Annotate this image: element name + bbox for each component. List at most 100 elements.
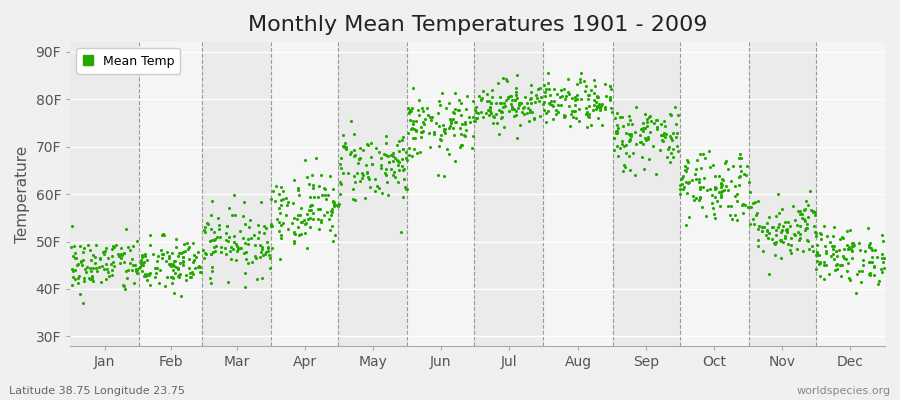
Point	[165, 274, 179, 280]
Point	[798, 198, 813, 204]
Point	[776, 238, 790, 245]
Point	[338, 142, 352, 149]
Point	[663, 133, 678, 140]
Point	[454, 142, 469, 148]
Point	[135, 260, 149, 266]
Point	[112, 253, 126, 260]
Point	[319, 196, 333, 202]
Point	[724, 178, 738, 184]
Point	[398, 184, 412, 190]
Point	[659, 130, 673, 137]
Point	[628, 128, 643, 135]
Point	[623, 135, 637, 142]
Point	[242, 224, 256, 230]
Point	[737, 171, 751, 177]
Point	[407, 126, 421, 132]
Point	[598, 104, 612, 110]
Point	[382, 159, 396, 166]
Point	[689, 176, 704, 182]
Point	[604, 105, 618, 112]
Point	[817, 223, 832, 229]
Point	[274, 256, 288, 262]
Point	[326, 198, 340, 204]
Point	[279, 212, 293, 218]
Point	[90, 268, 104, 274]
Point	[817, 262, 832, 268]
Point	[292, 192, 306, 198]
Point	[691, 197, 706, 203]
Point	[248, 242, 263, 249]
Point	[415, 105, 429, 111]
Point	[304, 207, 319, 213]
Point	[194, 269, 209, 276]
Point	[204, 268, 219, 274]
Point	[865, 254, 879, 260]
Point	[448, 119, 463, 125]
Point	[610, 130, 625, 136]
Point	[348, 178, 363, 185]
Point	[390, 156, 404, 163]
Point	[218, 245, 232, 252]
Point	[77, 266, 92, 273]
Point	[152, 280, 166, 286]
Point	[255, 244, 269, 250]
Point	[609, 122, 624, 128]
Point	[868, 247, 882, 253]
Point	[735, 210, 750, 216]
Point	[656, 130, 670, 136]
Point	[780, 227, 795, 233]
Point	[220, 223, 234, 229]
Point	[254, 249, 268, 255]
Point	[715, 176, 729, 182]
Point	[561, 76, 575, 82]
Point	[166, 266, 181, 273]
Point	[313, 217, 328, 223]
Point	[523, 82, 537, 88]
Point	[629, 141, 643, 147]
Point	[693, 194, 707, 200]
Point	[176, 249, 190, 256]
Point	[183, 274, 197, 280]
Point	[515, 109, 529, 116]
Point	[92, 264, 106, 270]
Point	[708, 186, 723, 193]
Point	[410, 107, 425, 113]
Point	[84, 257, 98, 264]
Point	[618, 142, 633, 148]
Point	[649, 117, 663, 123]
Point	[446, 125, 461, 131]
Point	[83, 276, 97, 282]
Point	[490, 120, 504, 126]
Point	[339, 146, 354, 152]
Point	[784, 234, 798, 241]
Point	[537, 93, 552, 99]
Point	[708, 194, 723, 200]
Point	[780, 241, 795, 247]
Point	[143, 232, 157, 238]
Point	[364, 154, 378, 160]
Point	[294, 231, 309, 237]
Point	[191, 248, 205, 255]
Point	[403, 108, 418, 114]
Point	[784, 242, 798, 248]
Point	[562, 103, 577, 110]
Point	[523, 96, 537, 102]
Point	[274, 232, 289, 238]
Point	[856, 262, 870, 269]
Point	[748, 198, 762, 205]
Point	[290, 216, 304, 222]
Point	[325, 206, 339, 212]
Point	[664, 135, 679, 141]
Point	[810, 252, 824, 259]
Bar	[271, 42, 338, 346]
Point	[251, 235, 266, 241]
Point	[74, 258, 88, 265]
Point	[760, 227, 774, 234]
Point	[272, 219, 286, 225]
Point	[168, 244, 183, 250]
Point	[678, 163, 692, 170]
Point	[165, 250, 179, 256]
Point	[130, 270, 144, 277]
Point	[580, 124, 594, 130]
Point	[781, 218, 796, 225]
